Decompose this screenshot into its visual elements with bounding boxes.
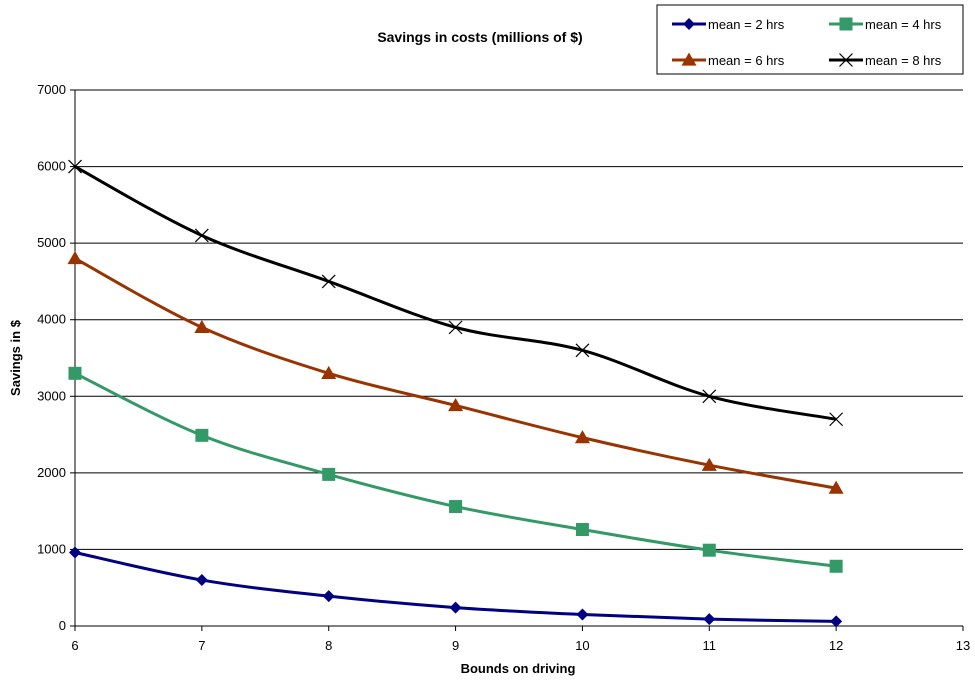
data-point bbox=[701, 457, 717, 471]
data-point bbox=[829, 412, 844, 427]
y-tick-label: 3000 bbox=[37, 388, 66, 403]
legend-marker bbox=[839, 53, 853, 67]
data-point bbox=[702, 389, 717, 404]
y-tick-label: 0 bbox=[59, 618, 66, 633]
y-tick-label: 5000 bbox=[37, 235, 66, 250]
legend-label: mean = 6 hrs bbox=[708, 53, 785, 68]
x-tick-label: 9 bbox=[452, 638, 459, 653]
data-point bbox=[702, 543, 716, 557]
series-4 bbox=[68, 159, 844, 427]
data-point bbox=[448, 397, 464, 412]
axes bbox=[70, 89, 964, 631]
data-point bbox=[829, 559, 843, 573]
x-tick-label: 8 bbox=[325, 638, 332, 653]
series-1 bbox=[69, 546, 843, 628]
series-2 bbox=[68, 366, 843, 573]
legend-marker bbox=[839, 17, 853, 31]
data-point bbox=[449, 500, 463, 514]
y-tick-label: 6000 bbox=[37, 159, 66, 174]
data-point bbox=[67, 250, 83, 265]
data-point bbox=[321, 365, 337, 379]
series-3 bbox=[67, 250, 844, 494]
data-point bbox=[322, 467, 336, 481]
legend: mean = 2 hrs mean = 4 hrs mean = 6 hrs mean… bbox=[656, 4, 964, 75]
data-point bbox=[574, 430, 590, 444]
data-point bbox=[448, 320, 463, 335]
y-axis-label: Savings in $ bbox=[8, 319, 23, 396]
data-point bbox=[575, 343, 590, 358]
y-tick-label: 1000 bbox=[37, 541, 66, 556]
data-point bbox=[449, 601, 462, 614]
series-group bbox=[67, 159, 844, 628]
x-tick-label: 6 bbox=[71, 638, 78, 653]
legend-label: mean = 2 hrs bbox=[708, 17, 785, 32]
data-point bbox=[195, 428, 209, 442]
data-point bbox=[828, 480, 844, 494]
data-point bbox=[194, 228, 209, 243]
x-tick-label: 12 bbox=[829, 638, 843, 653]
data-point bbox=[195, 574, 208, 587]
x-tick-label: 7 bbox=[198, 638, 205, 653]
data-point bbox=[68, 159, 82, 174]
data-point bbox=[321, 274, 336, 289]
data-point bbox=[830, 615, 843, 628]
y-tick-label: 7000 bbox=[37, 82, 66, 97]
data-point bbox=[703, 613, 716, 626]
data-point bbox=[575, 523, 589, 537]
data-point bbox=[69, 546, 81, 559]
legend-entry: mean = 6 hrs bbox=[672, 52, 785, 68]
data-point bbox=[576, 608, 589, 621]
legend-entry: mean = 4 hrs bbox=[829, 17, 942, 32]
y-tick-label: 2000 bbox=[37, 465, 66, 480]
x-tick-label: 11 bbox=[703, 638, 717, 653]
tick-labels: 0 1000 2000 3000 4000 5000 6000 7000 6 7 8 9 10 11 12 1… bbox=[37, 82, 970, 653]
legend-label: mean = 4 hrs bbox=[865, 17, 942, 32]
x-axis-label: Bounds on driving bbox=[461, 661, 576, 676]
data-point bbox=[194, 319, 210, 333]
legend-label: mean = 8 hrs bbox=[865, 53, 942, 68]
x-tick-label: 10 bbox=[575, 638, 589, 653]
y-tick-label: 4000 bbox=[37, 312, 66, 327]
legend-entry: mean = 8 hrs bbox=[829, 53, 942, 68]
legend-marker bbox=[683, 18, 695, 30]
chart-title: Savings in costs (millions of $) bbox=[377, 29, 582, 45]
legend-marker bbox=[681, 52, 697, 66]
data-point bbox=[322, 590, 335, 603]
data-point bbox=[68, 366, 82, 380]
x-tick-label: 13 bbox=[956, 638, 970, 653]
legend-entry: mean = 2 hrs bbox=[672, 17, 785, 32]
legend-box bbox=[656, 4, 964, 75]
